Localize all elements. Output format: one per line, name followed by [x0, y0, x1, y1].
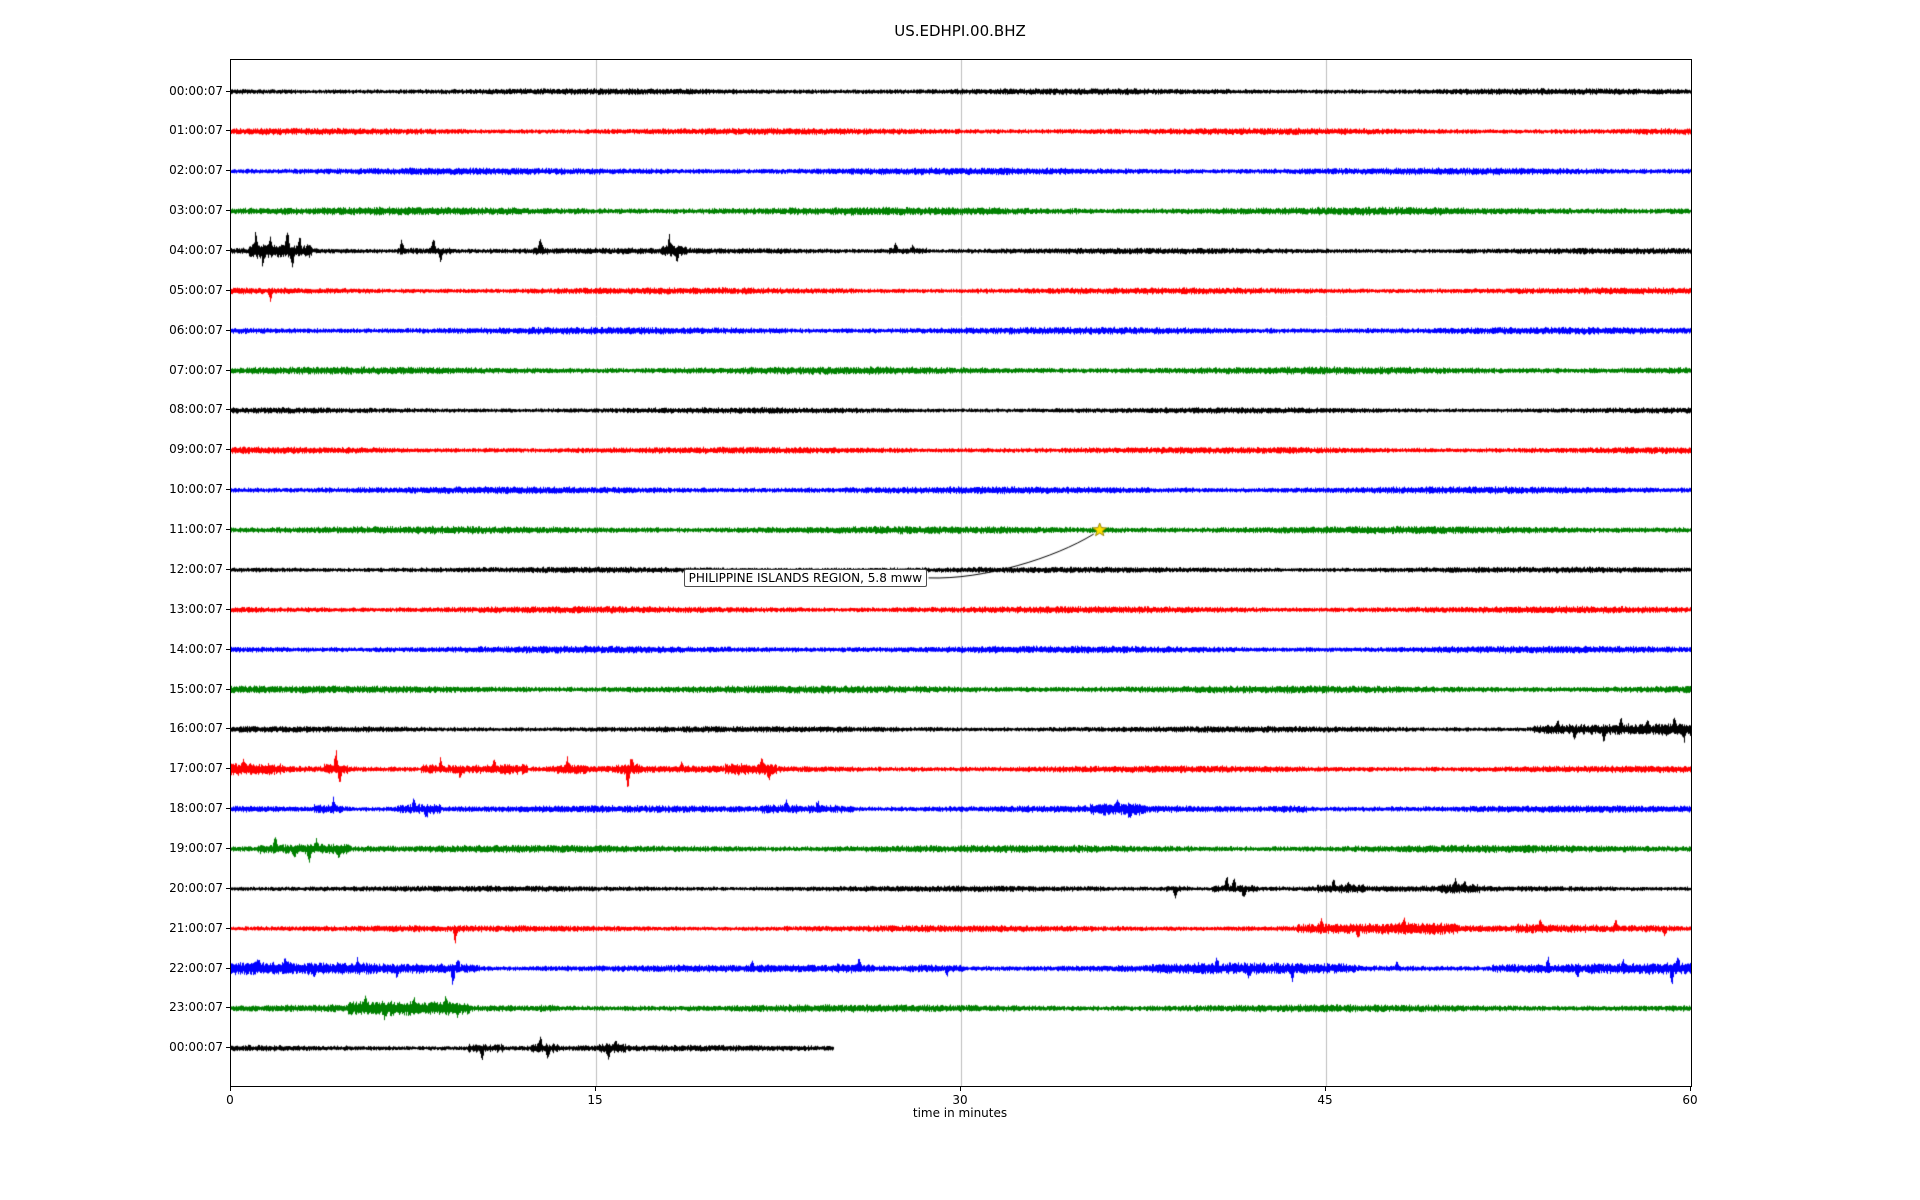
trace-row-label: 22:00:07	[169, 960, 223, 975]
trace-row-label: 02:00:07	[169, 163, 223, 178]
trace-row-label: 15:00:07	[169, 681, 223, 696]
x-axis-tick	[230, 1087, 231, 1091]
y-axis-tick	[226, 768, 230, 770]
trace-row-label: 19:00:07	[169, 840, 223, 855]
y-axis-tick	[226, 568, 230, 570]
trace-canvas	[231, 60, 1691, 1086]
y-axis-tick	[226, 90, 230, 92]
trace-row-label: 20:00:07	[169, 880, 223, 895]
x-tick-label: 0	[226, 1093, 234, 1107]
trace-row-label: 06:00:07	[169, 322, 223, 337]
y-axis-tick	[226, 1047, 230, 1049]
x-tick-label: 60	[1682, 1093, 1698, 1107]
y-axis-tick	[226, 449, 230, 451]
trace-row-label: 00:00:07	[169, 1040, 223, 1055]
y-axis-tick	[226, 648, 230, 650]
x-axis-tick	[1325, 1087, 1326, 1091]
trace-row-label: 14:00:07	[169, 641, 223, 656]
x-axis-tick	[595, 1087, 596, 1091]
plot-area: PHILIPPINE ISLANDS REGION, 5.8 mww	[230, 59, 1692, 1087]
trace-row-label: 08:00:07	[169, 402, 223, 417]
x-axis-label: time in minutes	[912, 1106, 1008, 1120]
trace-row-label: 18:00:07	[169, 801, 223, 816]
y-axis-tick	[226, 250, 230, 252]
trace-row-label: 00:00:07	[169, 83, 223, 98]
y-axis-tick	[226, 808, 230, 810]
y-axis-tick	[226, 927, 230, 929]
y-axis-tick	[226, 489, 230, 491]
y-axis-tick	[226, 409, 230, 411]
y-axis-tick	[226, 887, 230, 889]
trace-row-label: 04:00:07	[169, 243, 223, 258]
trace-row-label: 01:00:07	[169, 123, 223, 138]
chart-title: US.EDHPI.00.BHZ	[894, 22, 1026, 40]
x-tick-label: 30	[952, 1093, 968, 1107]
trace-row-label: 23:00:07	[169, 1000, 223, 1015]
trace-row-label: 03:00:07	[169, 203, 223, 218]
trace-row-label: 07:00:07	[169, 362, 223, 377]
trace-row-label: 05:00:07	[169, 282, 223, 297]
event-annotation-label: PHILIPPINE ISLANDS REGION, 5.8 mww	[683, 568, 928, 587]
trace-row-label: 11:00:07	[169, 522, 223, 537]
y-axis-tick	[226, 329, 230, 331]
trace-row-label: 16:00:07	[169, 721, 223, 736]
y-axis-tick	[226, 1007, 230, 1009]
x-tick-label: 45	[1317, 1093, 1333, 1107]
trace-row-label: 09:00:07	[169, 442, 223, 457]
trace-row-label: 13:00:07	[169, 601, 223, 616]
x-axis-tick	[1690, 1087, 1691, 1091]
trace-row-label: 21:00:07	[169, 920, 223, 935]
x-axis-tick	[960, 1087, 961, 1091]
y-axis-tick	[226, 847, 230, 849]
y-axis-tick	[226, 967, 230, 969]
y-axis-tick	[226, 170, 230, 172]
y-axis-tick	[226, 688, 230, 690]
trace-row-label: 12:00:07	[169, 561, 223, 576]
trace-row-label: 10:00:07	[169, 482, 223, 497]
y-axis-tick	[226, 289, 230, 291]
y-axis-tick	[226, 529, 230, 531]
y-axis-tick	[226, 130, 230, 132]
y-axis-tick	[226, 728, 230, 730]
y-axis-tick	[226, 608, 230, 610]
y-axis-tick	[226, 369, 230, 371]
x-tick-label: 15	[587, 1093, 603, 1107]
y-axis-tick	[226, 210, 230, 212]
trace-row-label: 17:00:07	[169, 761, 223, 776]
